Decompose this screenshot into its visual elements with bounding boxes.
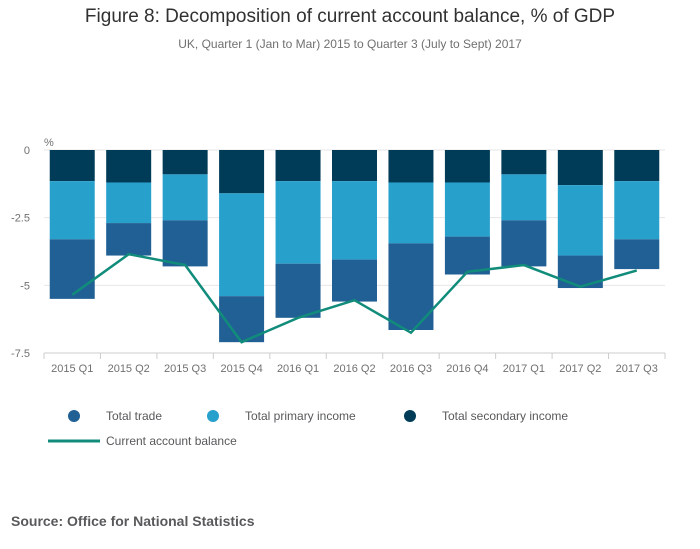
legend-label-total-primary-income: Total primary income bbox=[245, 409, 356, 423]
legend-label-current-account-balance: Current account balance bbox=[106, 434, 237, 448]
x-tick-label: 2017 Q2 bbox=[559, 363, 601, 375]
chart-subtitle: UK, Quarter 1 (Jan to Mar) 2015 to Quart… bbox=[178, 37, 522, 51]
bar-total-trade bbox=[444, 236, 490, 275]
legend-marker-total-trade bbox=[68, 410, 80, 422]
bar-total-secondary-income bbox=[557, 150, 603, 186]
legend-marker-total-primary-income bbox=[207, 410, 219, 422]
y-tick-label: -5 bbox=[20, 280, 30, 292]
bar-total-trade bbox=[332, 259, 377, 302]
source-note: Source: Office for National Statistics bbox=[11, 513, 255, 529]
x-tick-label: 2016 Q4 bbox=[446, 363, 488, 375]
chart-title: Figure 8: Decomposition of current accou… bbox=[84, 6, 616, 27]
y-tick-label: -2.5 bbox=[11, 213, 30, 225]
bar-total-secondary-income bbox=[106, 150, 152, 183]
bar-total-secondary-income bbox=[219, 150, 265, 194]
x-tick-label: 2016 Q2 bbox=[333, 363, 375, 375]
x-tick-label: 2015 Q3 bbox=[164, 363, 206, 375]
bar-total-secondary-income bbox=[162, 150, 208, 175]
x-tick-label: 2017 Q3 bbox=[616, 363, 658, 375]
bar-total-secondary-income bbox=[332, 150, 377, 182]
y-tick-label: 0 bbox=[24, 145, 30, 157]
legend-label-total-secondary-income: Total secondary income bbox=[442, 409, 568, 423]
bar-total-secondary-income bbox=[388, 150, 434, 183]
bar-total-secondary-income bbox=[501, 150, 547, 175]
x-tick-label: 2015 Q2 bbox=[108, 363, 150, 375]
bar-total-primary-income bbox=[444, 182, 490, 237]
bar-total-primary-income bbox=[275, 181, 321, 264]
x-tick-label: 2017 Q1 bbox=[503, 363, 545, 375]
bar-total-secondary-income bbox=[275, 150, 321, 182]
bar-total-primary-income bbox=[501, 174, 547, 221]
bar-total-primary-income bbox=[106, 182, 152, 224]
bar-total-primary-income bbox=[219, 193, 265, 297]
bar-total-primary-income bbox=[332, 181, 377, 260]
bar-total-trade bbox=[614, 239, 660, 270]
bar-total-trade bbox=[501, 220, 547, 267]
y-axis-unit-label: % bbox=[44, 137, 54, 149]
bar-total-trade bbox=[49, 239, 95, 299]
bar-total-primary-income bbox=[614, 181, 660, 240]
bar-total-secondary-income bbox=[444, 150, 490, 183]
legend-label-total-trade: Total trade bbox=[106, 409, 162, 423]
bar-total-secondary-income bbox=[614, 150, 660, 182]
line-current-account-balance bbox=[71, 252, 638, 344]
y-tick-label: -7.5 bbox=[11, 348, 30, 360]
bar-total-secondary-income bbox=[49, 150, 95, 182]
bar-total-trade bbox=[275, 263, 321, 318]
x-tick-label: 2015 Q1 bbox=[51, 363, 93, 375]
bar-total-primary-income bbox=[557, 185, 603, 256]
bar-total-primary-income bbox=[388, 182, 434, 244]
bar-total-primary-income bbox=[162, 174, 208, 221]
bar-total-trade bbox=[162, 220, 208, 267]
x-tick-label: 2016 Q3 bbox=[390, 363, 432, 375]
x-tick-label: 2016 Q1 bbox=[277, 363, 319, 375]
bar-total-primary-income bbox=[49, 181, 95, 240]
bar-total-trade bbox=[106, 223, 152, 256]
x-tick-label: 2015 Q4 bbox=[220, 363, 262, 375]
legend-marker-total-secondary-income bbox=[404, 410, 416, 422]
